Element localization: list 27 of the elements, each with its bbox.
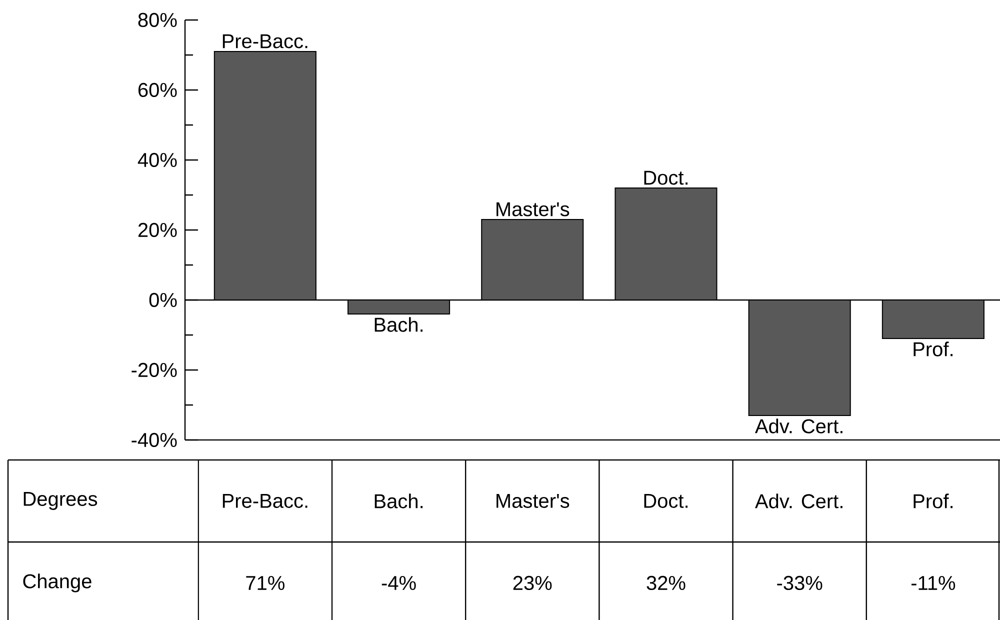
y-tick-label: 20% (138, 222, 177, 238)
x-tick-label: Doct. (644, 494, 688, 508)
x-tick-label: Adv. Cert. (754, 494, 842, 508)
data-label: 71% (246, 576, 284, 590)
x-tick-label: Pre-Bacc. (222, 494, 308, 508)
data-label: -4% (382, 576, 416, 590)
text: Change (23, 574, 92, 592)
category-label: Bach. (374, 317, 423, 332)
text: Degrees (24, 492, 98, 510)
y-tick-label: 80% (138, 12, 177, 28)
category-label: Doct. (644, 170, 688, 185)
data-label: -33% (777, 576, 822, 590)
x-tick-label: Master's (496, 494, 570, 508)
y-tick-label: 60% (138, 82, 177, 98)
data-label: 32% (646, 576, 686, 590)
y-tick-label: -40% (132, 432, 177, 448)
data-label: 23% (513, 576, 552, 590)
x-tick-label: Bach. (374, 494, 423, 508)
x-tick-label: Prof. (914, 494, 952, 508)
y-tick-label: 40% (138, 152, 177, 168)
y-tick-label: 0% (149, 292, 177, 308)
category-label: Pre-Bacc. (222, 34, 308, 48)
category-label: Prof. (914, 342, 952, 356)
data-label: -11% (911, 576, 956, 590)
y-tick-label: -20% (132, 362, 177, 378)
category-label: Adv. Cert. (754, 418, 842, 434)
category-label: Master's (496, 202, 570, 216)
